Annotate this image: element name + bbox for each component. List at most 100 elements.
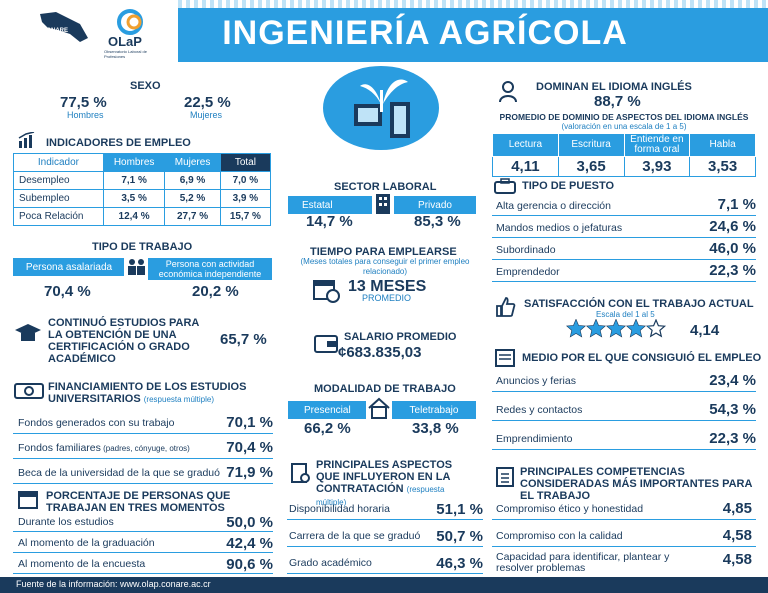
- calendar-clock-icon: [312, 277, 340, 303]
- ingles-header: Habla: [689, 133, 756, 157]
- compet-value: 4,58: [722, 527, 752, 544]
- tiempo-value: 13 MESES: [348, 278, 427, 295]
- puesto-label: Alta gerencia o dirección: [496, 200, 611, 212]
- house-icon: [366, 396, 392, 420]
- independiente-label: Persona con actividad económica independ…: [148, 258, 272, 280]
- sexo-title: SEXO: [130, 80, 161, 92]
- cell: 15,7 %: [219, 207, 272, 226]
- ingles-title: DOMINAN EL IDIOMA INGLÉS: [536, 81, 692, 93]
- olap-logo: [112, 8, 152, 38]
- financ-note: (respuesta múltiple): [143, 395, 215, 404]
- cell: 6,9 %: [164, 171, 221, 190]
- puesto-title: TIPO DE PUESTO: [522, 180, 615, 192]
- aspectos-label: Carrera de la que se graduó: [289, 530, 421, 542]
- ingles-value-cell: 4,11: [492, 156, 559, 177]
- financ-label: Beca de la universidad de la que se grad…: [18, 467, 220, 479]
- compet-label: Capacidad para identificar, plantear y r…: [496, 551, 670, 574]
- asalariada-label: Persona asalariada: [13, 258, 125, 276]
- financ-title-text: FINANCIAMIENTO DE LOS ESTUDIOS UNIVERSIT…: [48, 381, 247, 405]
- table-row: Poca Relación 12,4 % 27,7 % 15,7 %: [13, 207, 272, 226]
- speaker-person-icon: [498, 80, 520, 104]
- financ-extra: (padres, cónyuge, otros): [100, 444, 190, 453]
- satisf-scale: Escala del 1 al 5: [596, 310, 655, 319]
- tres-title: PORCENTAJE DE PERSONAS QUE TRABAJAN EN T…: [46, 490, 231, 514]
- ingles-table: Lectura Escritura Entiende en forma oral…: [492, 133, 756, 177]
- puesto-value: 7,1 %: [717, 196, 756, 213]
- empleo-table: Indicador Hombres Mujeres Total Desemple…: [13, 153, 272, 226]
- financ-label: Fondos familiares: [18, 442, 101, 454]
- aspectos-title-text: PRINCIPALES ASPECTOS QUE INFLUYERON EN L…: [316, 459, 453, 495]
- financ-label: Fondos generados con su trabajo: [18, 417, 175, 429]
- olap-name: OLaP: [108, 34, 142, 49]
- hombres-pct: 77,5 %: [60, 94, 107, 111]
- aspectos-value: 51,1 %: [436, 501, 483, 518]
- tres-value: 50,0 %: [226, 514, 273, 531]
- asalariada-pct: 70,4 %: [44, 283, 91, 300]
- puesto-value: 24,6 %: [709, 218, 756, 235]
- rating-stars: [565, 318, 670, 339]
- empleo-title: INDICADORES DE EMPLEO: [46, 137, 191, 149]
- empleo-header-indicador: Indicador: [13, 153, 104, 172]
- document-search-icon: [290, 462, 312, 486]
- ingles-value-cell: 3,65: [557, 156, 625, 177]
- cell: Desempleo: [13, 171, 104, 190]
- financ-value: 71,9 %: [226, 464, 273, 481]
- checklist-icon: [494, 466, 516, 488]
- list-item: Beca de la universidad de la que se grad…: [13, 462, 273, 484]
- empleo-header-mujeres: Mujeres: [164, 153, 221, 172]
- money-icon: [14, 382, 44, 400]
- olap-subtitle: Observatorio Laboral de Profesiones: [104, 49, 147, 59]
- bar-chart-icon: [18, 131, 38, 148]
- cell: 7,0 %: [219, 171, 272, 190]
- agriculture-illustration: [320, 64, 442, 152]
- teletrabajo-label: Teletrabajo: [392, 401, 476, 419]
- aspectos-value: 46,3 %: [436, 555, 483, 572]
- list-item: Fondos familiares (padres, cónyuge, otro…: [13, 437, 273, 459]
- newspaper-icon: [494, 348, 516, 368]
- aspectos-value: 50,7 %: [436, 528, 483, 545]
- ingles-sub-note: (valoración en una escala de 1 a 5): [561, 122, 687, 131]
- privado-label: Privado: [394, 196, 476, 214]
- satisf-value: 4,14: [690, 322, 720, 339]
- financ-title: FINANCIAMIENTO DE LOS ESTUDIOS UNIVERSIT…: [48, 381, 248, 406]
- star-fill: [567, 320, 585, 337]
- estatal-pct: 14,7 %: [306, 213, 353, 230]
- compet-label: Compromiso con la calidad: [496, 530, 623, 542]
- ingles-header: Escritura: [557, 133, 625, 157]
- ingles-value-cell: 3,93: [623, 156, 691, 177]
- thumbs-up-icon: [494, 296, 516, 318]
- estudios-value: 65,7 %: [220, 331, 267, 348]
- table-row: Desempleo 7,1 % 6,9 % 7,0 %: [13, 171, 272, 190]
- puesto-value: 22,3 %: [709, 262, 756, 279]
- star-fill: [647, 326, 650, 329]
- puesto-value: 46,0 %: [709, 240, 756, 257]
- modalidad-title: MODALIDAD DE TRABAJO: [314, 383, 456, 395]
- list-item: Emprendedor 22,3 %: [492, 260, 756, 282]
- header-band: [178, 8, 768, 62]
- privado-pct: 85,3 %: [414, 213, 461, 230]
- list-item: Compromiso con la calidad 4,58: [492, 525, 756, 547]
- empleo-header-total: Total: [219, 153, 272, 172]
- sector-title: SECTOR LABORAL: [334, 181, 437, 193]
- tres-label: Durante los estudios: [18, 516, 114, 528]
- aspectos-note: (respuesta múltiple): [316, 485, 445, 507]
- aspectos-label: Disponibilidad horaria: [289, 503, 390, 515]
- cell: 7,1 %: [102, 171, 166, 190]
- tiempo-promedio: PROMEDIO: [362, 293, 412, 303]
- list-item: Carrera de la que se graduó 50,7 %: [287, 527, 483, 547]
- list-item: Al momento de la graduación 42,4 %: [13, 535, 273, 553]
- tiempo-title: TIEMPO PARA EMPLEARSE: [310, 246, 457, 258]
- presencial-pct: 66,2 %: [304, 420, 351, 437]
- cell: 3,5 %: [102, 189, 166, 208]
- list-item: Subordinado 46,0 %: [492, 238, 756, 260]
- list-item: Durante los estudios 50,0 %: [13, 514, 273, 532]
- hombres-label: Hombres: [67, 110, 104, 120]
- cell: Poca Relación: [13, 207, 104, 226]
- table-row: Subempleo 3,5 % 5,2 % 3,9 %: [13, 189, 272, 208]
- people-icon: [124, 256, 148, 278]
- teletrabajo-pct: 33,8 %: [412, 420, 459, 437]
- financ-value: 70,1 %: [226, 414, 273, 431]
- salario-title: SALARIO PROMEDIO: [344, 331, 457, 343]
- compet-label: Compromiso ético y honestidad: [496, 503, 644, 515]
- trabajo-title: TIPO DE TRABAJO: [92, 241, 193, 253]
